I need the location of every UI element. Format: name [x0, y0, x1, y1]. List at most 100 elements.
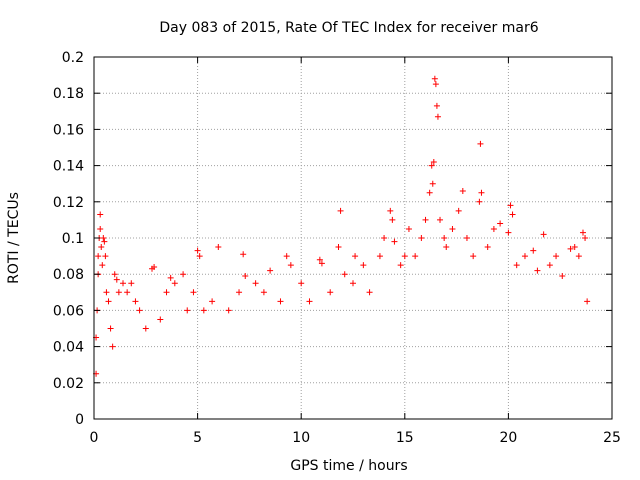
data-point [463, 235, 470, 241]
data-point [478, 189, 485, 196]
data-point [567, 245, 574, 252]
data-point [100, 235, 107, 241]
data-point [98, 244, 105, 251]
data-point [507, 202, 514, 209]
y-tick-label: 0.18 [53, 86, 84, 102]
data-point [582, 235, 589, 241]
data-point [196, 253, 203, 260]
data-point [360, 262, 367, 269]
data-point [470, 253, 477, 260]
data-point [109, 343, 116, 350]
data-point [434, 113, 441, 120]
data-point [412, 253, 419, 260]
data-point [128, 280, 135, 287]
data-point [381, 235, 388, 241]
grid [94, 57, 612, 419]
data-point [426, 189, 433, 196]
y-tick-label: 0.14 [53, 159, 84, 175]
data-point [97, 225, 104, 232]
data-point [167, 274, 174, 281]
data-point [546, 262, 553, 269]
x-tick-label: 10 [292, 430, 310, 446]
data-point [107, 325, 114, 332]
data-point [95, 253, 102, 260]
data-point [101, 238, 108, 245]
data-point [194, 247, 201, 254]
data-point [476, 198, 483, 205]
data-point [327, 289, 334, 296]
chart-title: Day 083 of 2015, Rate Of TEC Index for r… [159, 20, 538, 36]
data-point [287, 262, 294, 269]
data-point [401, 253, 408, 260]
x-tick-label: 15 [396, 430, 414, 446]
data-point [428, 162, 435, 169]
data-point [459, 187, 466, 194]
data-point [190, 289, 197, 296]
data-point [120, 280, 127, 287]
data-point [335, 244, 342, 251]
data-point [387, 207, 394, 214]
data-point [484, 244, 491, 251]
data-point [437, 216, 444, 223]
data-point [559, 273, 566, 280]
data-point [429, 180, 436, 187]
data-point [513, 262, 520, 269]
data-point [111, 271, 118, 278]
data-point [209, 298, 216, 305]
y-tick-label: 0 [75, 412, 84, 428]
data-points [93, 75, 591, 377]
data-point [534, 267, 541, 274]
data-point [124, 289, 131, 296]
data-point [225, 307, 232, 314]
data-point [389, 216, 396, 223]
data-point [171, 280, 178, 287]
data-point [180, 271, 187, 278]
data-point [553, 253, 560, 260]
data-point [337, 207, 344, 214]
y-tick-label: 0.2 [62, 50, 84, 66]
data-point [318, 260, 325, 267]
data-point [422, 216, 429, 223]
y-tick-label: 0.02 [53, 376, 84, 392]
data-point [267, 267, 274, 274]
data-point [103, 289, 110, 296]
data-point [490, 225, 497, 232]
data-point [443, 244, 450, 251]
data-point [163, 289, 170, 296]
data-point [260, 289, 267, 296]
data-point [151, 263, 158, 270]
data-point [530, 247, 537, 254]
data-point [341, 271, 348, 278]
data-point [283, 253, 290, 260]
data-point [99, 262, 106, 269]
data-point [449, 225, 456, 232]
data-point [418, 235, 425, 241]
data-point [431, 75, 438, 82]
data-point [579, 229, 586, 236]
data-point [115, 289, 122, 296]
data-point [505, 229, 512, 236]
data-point [521, 253, 528, 260]
data-point [184, 307, 191, 314]
x-axis-label: GPS time / hours [290, 458, 407, 474]
data-point [509, 211, 516, 218]
data-point [575, 253, 582, 260]
y-tick-label: 0.12 [53, 195, 84, 211]
x-tick-label: 0 [90, 430, 99, 446]
y-axis-label: ROTI / TECUs [6, 192, 22, 284]
data-point [433, 102, 440, 109]
data-point [397, 262, 404, 269]
data-point [497, 220, 504, 227]
x-tick-label: 5 [193, 430, 202, 446]
data-point [240, 251, 247, 258]
data-point [455, 207, 462, 214]
data-point [97, 211, 104, 218]
y-tick-label: 0.06 [53, 303, 84, 319]
x-tick-label: 20 [499, 430, 517, 446]
y-tick-label: 0.1 [62, 231, 84, 247]
data-point [306, 298, 313, 305]
data-point [105, 298, 112, 305]
data-point [366, 289, 373, 296]
data-point [441, 235, 448, 241]
